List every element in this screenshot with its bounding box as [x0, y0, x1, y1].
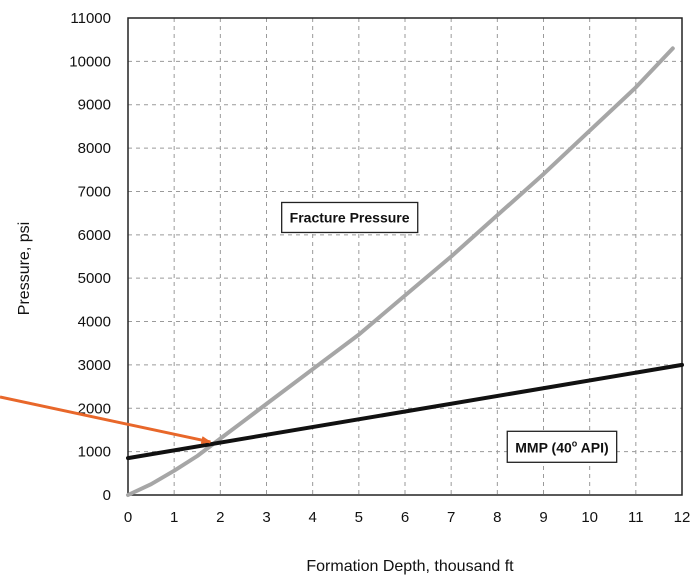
annotations: Fracture Pressure MMP (40o API) [0, 201, 618, 463]
x-tick-label: 7 [447, 509, 455, 526]
y-tick-label: 9000 [78, 97, 111, 114]
series-lines [126, 46, 684, 497]
x-tick-label: 0 [124, 509, 132, 526]
y-tick-label: 7000 [78, 183, 111, 200]
y-tick-label: 5000 [78, 270, 111, 287]
annotation-box [281, 201, 419, 234]
x-tick-label: 11 [628, 509, 644, 526]
mmp-label: MMP (40o API) [506, 430, 618, 463]
tick-labels: 0 1 2 3 4 5 6 7 8 9 10 11 12010002000300040005000600… [69, 10, 690, 526]
y-tick-label: 6000 [78, 227, 111, 244]
x-tick-label: 1 [170, 509, 178, 526]
fracture-pressure-line [126, 46, 675, 497]
fracture-pressure-label: Fracture Pressure [281, 201, 419, 234]
y-tick-label: 11000 [70, 10, 111, 27]
x-tick-label: 9 [539, 509, 547, 526]
annotation-text: Fracture Pressure [290, 209, 410, 225]
intersection-arrow [0, 395, 212, 444]
plot-area-frame [127, 17, 683, 496]
x-tick-label: 8 [493, 509, 501, 526]
y-tick-label: 10000 [69, 53, 111, 70]
x-tick-label: 3 [262, 509, 270, 526]
annotation-box [506, 430, 618, 463]
x-tick-label: 10 [581, 509, 598, 526]
x-tick-label: 12 [674, 509, 691, 526]
y-tick-label: 0 [103, 487, 111, 504]
y-tick-label: 8000 [78, 140, 111, 157]
x-tick-label: 4 [308, 509, 316, 526]
annotation-text: MMP (40o API) [515, 438, 608, 455]
x-axis-title: Formation Depth, thousand ft [306, 558, 514, 575]
y-tick-label: 4000 [78, 314, 111, 331]
x-tick-label: 2 [216, 509, 224, 526]
y-tick-label: 3000 [78, 357, 111, 374]
grid-lines [128, 18, 682, 495]
x-tick-label: 6 [401, 509, 409, 526]
mmp-line [126, 362, 684, 461]
y-tick-label: 1000 [78, 444, 111, 461]
y-axis-title: Pressure, psi [16, 222, 33, 315]
x-tick-label: 5 [355, 509, 363, 526]
y-tick-label: 2000 [78, 400, 111, 417]
